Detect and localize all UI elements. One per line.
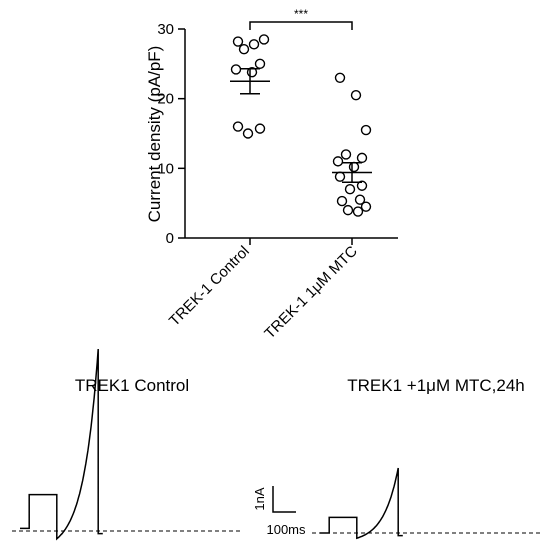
data-point <box>350 89 362 101</box>
scatter-plot: Current density (pA/pF) 0 10 20 30 TREK-1 C… <box>145 7 398 342</box>
data-point <box>348 161 360 173</box>
significance-label: *** <box>294 7 308 21</box>
trace-control-path <box>20 348 103 541</box>
data-point <box>356 180 368 191</box>
trace-control: TREK1 Control <box>12 348 240 541</box>
significance-bracket: *** <box>249 7 353 30</box>
data-point <box>230 64 242 75</box>
trace-control-title: TREK1 Control <box>75 376 189 395</box>
data-point <box>334 72 346 83</box>
y-axis-label: Current density (pA/pF) <box>145 46 164 223</box>
data-point <box>258 34 270 45</box>
trace-mtc-path <box>320 467 403 540</box>
data-point <box>332 156 344 167</box>
significance-bracket-line <box>249 21 353 30</box>
data-point <box>238 44 250 55</box>
data-point <box>344 184 356 195</box>
data-point <box>232 121 244 132</box>
scatter-points <box>230 34 372 217</box>
scale-bar-lines <box>272 486 296 513</box>
x-ticks <box>249 238 353 245</box>
data-point <box>340 149 352 160</box>
y-tick-label: 10 <box>157 160 174 177</box>
y-ticks: 0 10 20 30 <box>157 21 185 247</box>
trace-mtc-title: TREK1 +1μM MTC,24h <box>347 376 525 395</box>
scale-bar-time-label: 100ms <box>266 522 306 537</box>
data-point <box>232 36 244 47</box>
scale-bar-current-label: 1nA <box>252 487 267 510</box>
trace-mtc: TREK1 +1μM MTC,24h <box>312 376 540 540</box>
data-point <box>356 152 368 164</box>
data-point <box>354 194 366 205</box>
x-tick-label-mtc: TREK-1 1μM MTC <box>261 243 361 343</box>
data-point <box>352 206 364 217</box>
data-point <box>360 124 372 136</box>
y-tick-label: 20 <box>157 91 174 108</box>
scale-bar: 1nA 100ms <box>252 486 306 537</box>
data-point <box>360 201 372 212</box>
data-point <box>254 123 266 134</box>
mean-sem-bars <box>230 67 372 184</box>
data-point <box>342 204 354 216</box>
x-tick-label-control: TREK-1 Control <box>166 243 253 330</box>
data-point <box>254 58 266 70</box>
y-tick-label: 30 <box>157 21 174 38</box>
data-point <box>336 195 348 207</box>
data-point <box>242 128 254 139</box>
y-tick-label: 0 <box>166 230 174 247</box>
data-point <box>334 171 346 182</box>
data-point <box>248 39 260 50</box>
